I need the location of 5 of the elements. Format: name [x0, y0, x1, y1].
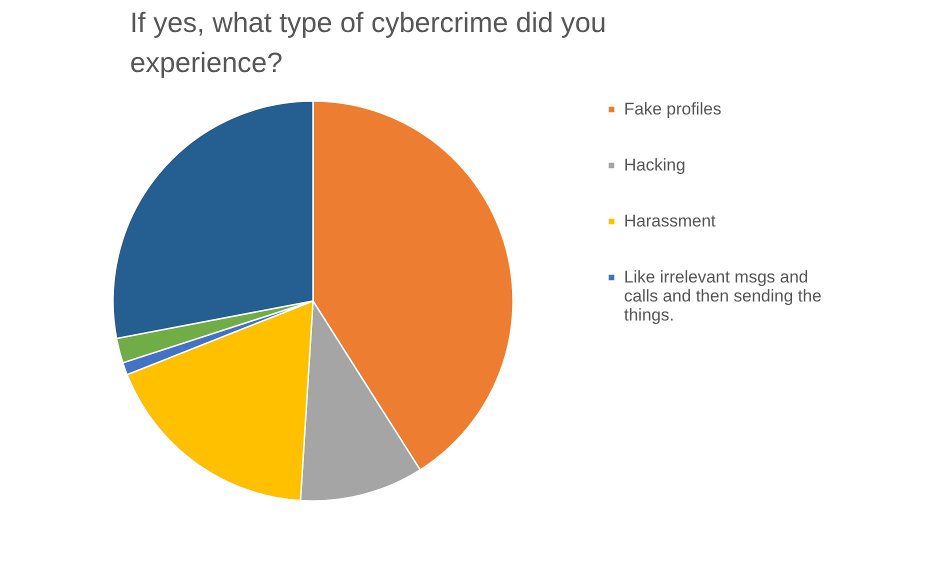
legend-label: Harassment: [624, 212, 716, 230]
legend-label: Fake profiles: [624, 100, 722, 118]
legend-label: Hacking: [624, 156, 686, 174]
chart-title: If yes, what type of cybercrime did you experience?: [130, 7, 606, 78]
legend-label: Like irrelevant msgs and calls and then sending the things.: [624, 268, 822, 324]
